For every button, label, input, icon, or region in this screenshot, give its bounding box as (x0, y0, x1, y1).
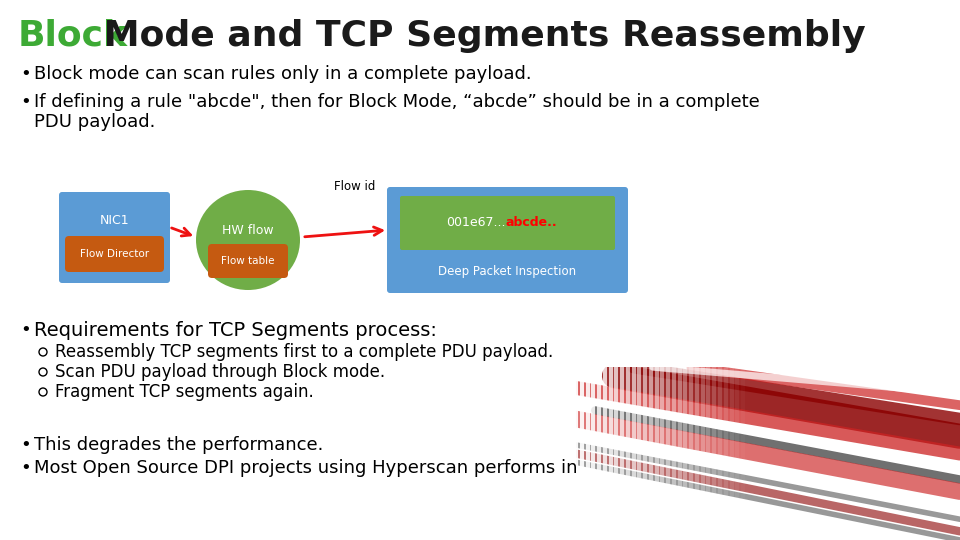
Text: •: • (20, 65, 31, 83)
Text: HW flow: HW flow (222, 224, 274, 237)
Text: abcde..: abcde.. (506, 217, 557, 230)
Ellipse shape (196, 190, 300, 290)
Text: Requirements for TCP Segments process:: Requirements for TCP Segments process: (34, 321, 437, 340)
Text: Flow Director: Flow Director (80, 249, 149, 259)
Text: NIC1: NIC1 (100, 214, 130, 227)
Text: Deep Packet Inspection: Deep Packet Inspection (439, 266, 577, 279)
Text: Reassembly TCP segments first to a complete PDU payload.: Reassembly TCP segments first to a compl… (55, 343, 553, 361)
FancyBboxPatch shape (208, 244, 288, 278)
FancyBboxPatch shape (65, 236, 164, 272)
FancyBboxPatch shape (387, 187, 628, 293)
FancyBboxPatch shape (59, 192, 170, 283)
Text: •: • (20, 436, 31, 454)
Text: Scan PDU payload through Block mode.: Scan PDU payload through Block mode. (55, 363, 385, 381)
FancyBboxPatch shape (400, 196, 615, 250)
Text: This degrades the performance.: This degrades the performance. (34, 436, 324, 454)
Text: Fragment TCP segments again.: Fragment TCP segments again. (55, 383, 314, 401)
Text: Mode and TCP Segments Reassembly: Mode and TCP Segments Reassembly (91, 19, 866, 53)
Text: •: • (20, 321, 31, 339)
Text: Flow table: Flow table (221, 256, 275, 266)
Text: •: • (20, 459, 31, 477)
Text: If defining a rule "abcde", then for Block Mode, “abcde” should be in a complete: If defining a rule "abcde", then for Blo… (34, 93, 759, 111)
Text: Block mode can scan rules only in a complete payload.: Block mode can scan rules only in a comp… (34, 65, 532, 83)
Text: Flow id: Flow id (334, 180, 375, 193)
Text: 001e67...: 001e67... (446, 217, 506, 230)
Text: Block: Block (18, 19, 128, 53)
Text: •: • (20, 93, 31, 111)
Text: PDU payload.: PDU payload. (34, 113, 156, 131)
Text: Most Open Source DPI projects using Hyperscan performs in this way.: Most Open Source DPI projects using Hype… (34, 459, 661, 477)
